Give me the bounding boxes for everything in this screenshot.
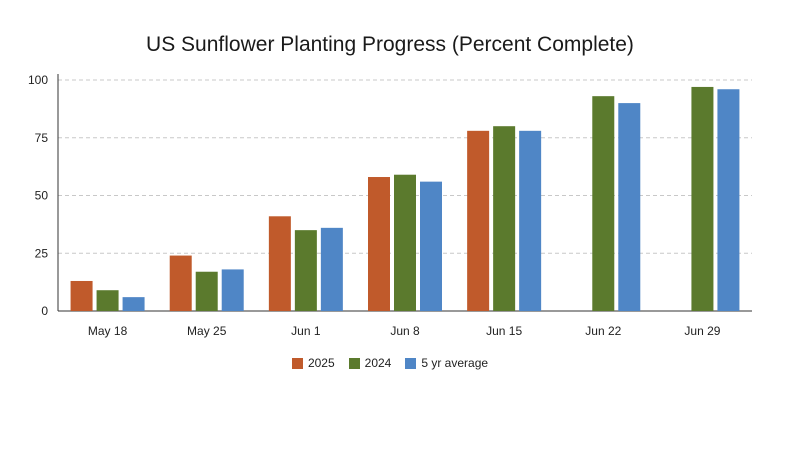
legend-item-2024: 2024 xyxy=(348,356,392,370)
x-tick-label: May 25 xyxy=(187,324,227,338)
bar-2025 xyxy=(268,216,291,311)
legend-swatch-2024 xyxy=(348,357,360,369)
x-tick-label: May 18 xyxy=(88,324,128,338)
bar-5-yr-average xyxy=(420,181,442,311)
bar-2024 xyxy=(592,96,615,311)
legend-item-5yr-average: 5 yr average xyxy=(405,356,488,370)
bar-5-yr-average xyxy=(519,130,542,311)
y-tick-label: 100 xyxy=(28,73,48,87)
bar-5-yr-average xyxy=(221,269,244,311)
x-tick-label: Jun 8 xyxy=(390,324,420,338)
x-tick-label: Jun 22 xyxy=(585,324,621,338)
chart-title: US Sunflower Planting Progress (Percent … xyxy=(146,33,634,56)
y-tick-label: 50 xyxy=(35,189,49,203)
bar-2024 xyxy=(394,174,416,311)
x-tick-label: Jun 15 xyxy=(486,324,522,338)
y-tick-label: 25 xyxy=(35,246,49,260)
bar-5-yr-average xyxy=(320,227,343,311)
bar-2025 xyxy=(467,130,490,311)
bar-2025 xyxy=(70,280,93,311)
bar-2024 xyxy=(96,290,119,311)
bar-2025 xyxy=(368,177,390,311)
legend-swatch-2025 xyxy=(291,357,303,369)
x-tick-label: Jun 29 xyxy=(684,324,720,338)
y-tick-label: 0 xyxy=(41,304,48,318)
bar-5-yr-average xyxy=(122,297,145,311)
legend-label-2024: 2024 xyxy=(364,356,392,370)
legend-item-2025: 2025 xyxy=(291,356,335,370)
bar-5-yr-average xyxy=(618,103,641,311)
legend-label-5yr-average: 5 yr average xyxy=(421,356,489,370)
bar-2024 xyxy=(493,126,516,311)
x-tick-label: Jun 1 xyxy=(291,324,321,338)
legend-swatch-5yr-average xyxy=(405,357,417,369)
bar-2024 xyxy=(691,86,714,312)
legend-label-2025: 2025 xyxy=(307,356,335,370)
legend: 2025 2024 5 yr average xyxy=(0,356,780,370)
y-tick-label: 75 xyxy=(35,131,49,145)
bar-2025 xyxy=(169,255,192,311)
bar-2024 xyxy=(195,271,218,311)
bar-2024 xyxy=(294,230,317,311)
bar-5-yr-average xyxy=(717,89,740,312)
